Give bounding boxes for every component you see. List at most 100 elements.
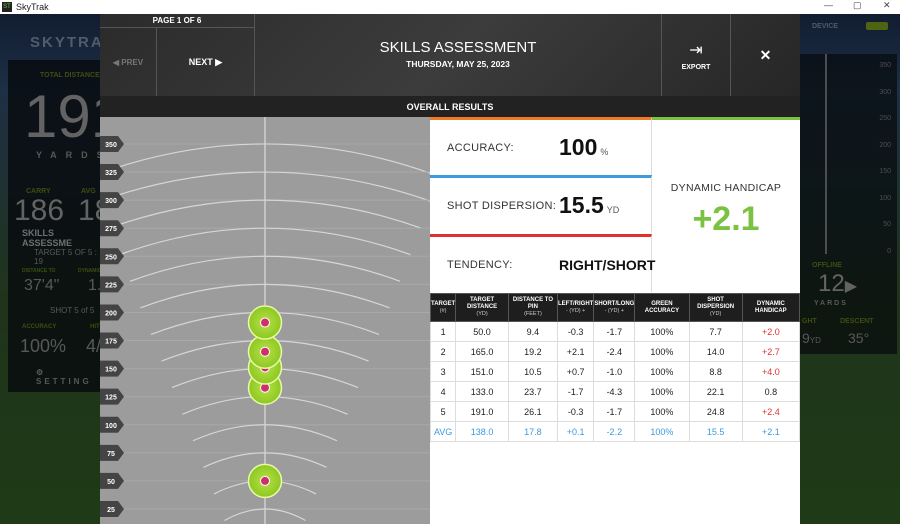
distance-to-value: 37'4": [24, 277, 60, 294]
table-cell: 100%: [634, 401, 690, 422]
trajectory-panel: 350 300 250 200 150 100 50 0 OFFLINE 12▶ YARDS …: [800, 54, 897, 354]
table-cell: 0.8: [741, 381, 801, 402]
height-value: 9YD: [802, 330, 821, 346]
distance-label: 225: [105, 282, 117, 289]
overall-results-heading: OVERALL RESULTS: [100, 96, 800, 117]
trajectory-scale-label: 0: [887, 247, 891, 255]
accuracy-unit: %: [600, 147, 609, 157]
table-cell: -4.3: [593, 381, 636, 402]
distance-tag: [100, 501, 124, 517]
minimize-icon[interactable]: —: [824, 0, 833, 10]
table-cell: -2.2: [593, 421, 636, 442]
column-title: SHOT DISPERSION: [697, 297, 735, 311]
distance-arc: [203, 452, 327, 468]
prev-button[interactable]: ◀ PREV: [100, 28, 157, 96]
table-cell: 151.0: [455, 361, 509, 382]
average-row: AVG 138.0 17.8 +0.1 -2.2 100% 15.5 +2.1: [429, 421, 801, 442]
column-header: SHORT/LONG - (YD) +: [593, 293, 636, 322]
table-cell: 191.0: [455, 401, 509, 422]
distance-label: 275: [105, 226, 117, 233]
descent-value: 35°: [848, 330, 870, 346]
column-title: TARGET: [431, 300, 456, 307]
table-cell: 19.2: [507, 341, 558, 362]
window-close-icon[interactable]: ✕: [883, 0, 891, 10]
total-distance-label: TOTAL DISTANCE: [40, 72, 100, 79]
distance-arc: [140, 283, 390, 309]
distance-arc: [119, 227, 411, 256]
column-unit: - (YD) +: [604, 307, 625, 314]
window-title: SkyTrak: [16, 2, 49, 12]
dispersion-plot: 350 325 300 275 250 225 200 175 150 125 100 75 50 25: [100, 117, 430, 524]
device-toggle[interactable]: [866, 22, 888, 30]
distance-tag: [100, 192, 124, 209]
distance-arc: [100, 143, 430, 174]
dispersion-label: SHOT DISPERSION:: [447, 199, 557, 212]
table-cell: 8.8: [688, 361, 743, 382]
table-cell: -2.4: [593, 341, 636, 362]
distance-tag: [100, 360, 124, 377]
modal-header: PAGE 1 OF 6 ◀ PREV NEXT ▶ SKILLS ASSESSM…: [100, 14, 800, 96]
table-row: 1 50.0 9.4 -0.3 -1.7 100% 7.7 +2.0: [429, 321, 801, 342]
distance-arc: [100, 171, 430, 202]
table-cell: 24.8: [688, 401, 743, 422]
skills-label: SKILLS ASSESSME: [22, 228, 73, 248]
avg-label: AVG: [81, 188, 96, 195]
next-button[interactable]: NEXT ▶: [157, 28, 255, 96]
distance-tag: [100, 220, 124, 237]
modal-title: SKILLS ASSESSMENT: [379, 39, 537, 56]
table-cell: -1.0: [593, 361, 636, 382]
table-cell: 100%: [634, 341, 690, 362]
distance-label: 125: [105, 395, 117, 402]
offline-unit: YARDS: [814, 300, 848, 307]
table-cell: +4.0: [741, 361, 801, 382]
table-cell: 100%: [634, 361, 690, 382]
accuracy-bg-value: 100%: [20, 336, 67, 356]
settings-button[interactable]: ⚙ SETTING: [36, 368, 100, 386]
window-titlebar: ST SkyTrak — ▢ ✕: [0, 0, 900, 14]
table-cell: 10.5: [507, 361, 558, 382]
table-cell: 100%: [634, 381, 690, 402]
dynamic-handicap-card: DYNAMIC HANDICAP +2.1: [652, 117, 800, 293]
distance-arc: [224, 508, 306, 522]
distance-tag: [100, 388, 124, 405]
column-title: LEFT/RIGHT: [557, 300, 594, 307]
table-cell: 15.5: [688, 421, 743, 442]
table-cell: -1.7: [556, 381, 595, 402]
table-cell: +2.1: [556, 341, 595, 362]
distance-arc: [129, 255, 401, 282]
maximize-icon[interactable]: ▢: [853, 0, 862, 10]
tendency-row: TENDENCY: RIGHT/SHORT: [430, 234, 656, 292]
device-label: DEVICE: [812, 23, 839, 30]
app-icon: ST: [2, 2, 12, 12]
close-button[interactable]: ✕: [759, 46, 772, 63]
dispersion-row: SHOT DISPERSION: 15.5 YD: [430, 175, 652, 233]
export-button[interactable]: ⇥ EXPORT: [662, 14, 731, 96]
table-row: 2 165.0 19.2 +2.1 -2.4 100% 14.0 +2.7: [429, 341, 801, 362]
table-cell: 100%: [634, 421, 690, 442]
trajectory-scale-label: 200: [879, 141, 891, 149]
right-arrow-icon: ▶: [844, 278, 858, 295]
yards-label: YARDS: [36, 150, 112, 160]
tendency-value: RIGHT/SHORT: [559, 256, 656, 273]
column-header: SHOT DISPERSION (YD): [688, 293, 743, 322]
accuracy-label: ACCURACY:: [447, 141, 514, 154]
table-cell: +0.7: [556, 361, 595, 382]
column-unit: (YD): [476, 310, 488, 317]
column-title: SHORT/LONG: [594, 300, 635, 307]
column-unit: - (YD) +: [565, 307, 586, 314]
table-header-row: TARGET (#) TARGET DISTANCE (YD) DISTANCE TO …: [429, 293, 801, 322]
distance-tag: [100, 416, 124, 433]
table-cell: -0.3: [556, 401, 595, 422]
table-cell: 26.1: [507, 401, 558, 422]
column-title: GREEN ACCURACY: [644, 300, 680, 314]
accuracy-row: ACCURACY: 100%: [430, 117, 652, 175]
column-header: TARGET (#): [429, 293, 457, 322]
table-cell: 7.7: [688, 321, 743, 342]
target-pin: [260, 346, 270, 357]
table-row: 3 151.0 10.5 +0.7 -1.0 100% 8.8 +4.0: [429, 361, 801, 382]
settings-label: SETTING: [36, 377, 92, 386]
table-row: 5 191.0 26.1 -0.3 -1.7 100% 24.8 +2.4: [429, 401, 801, 422]
table-cell: -0.3: [556, 321, 595, 342]
table-cell: AVG: [429, 421, 457, 442]
table-cell: +2.0: [741, 321, 801, 342]
